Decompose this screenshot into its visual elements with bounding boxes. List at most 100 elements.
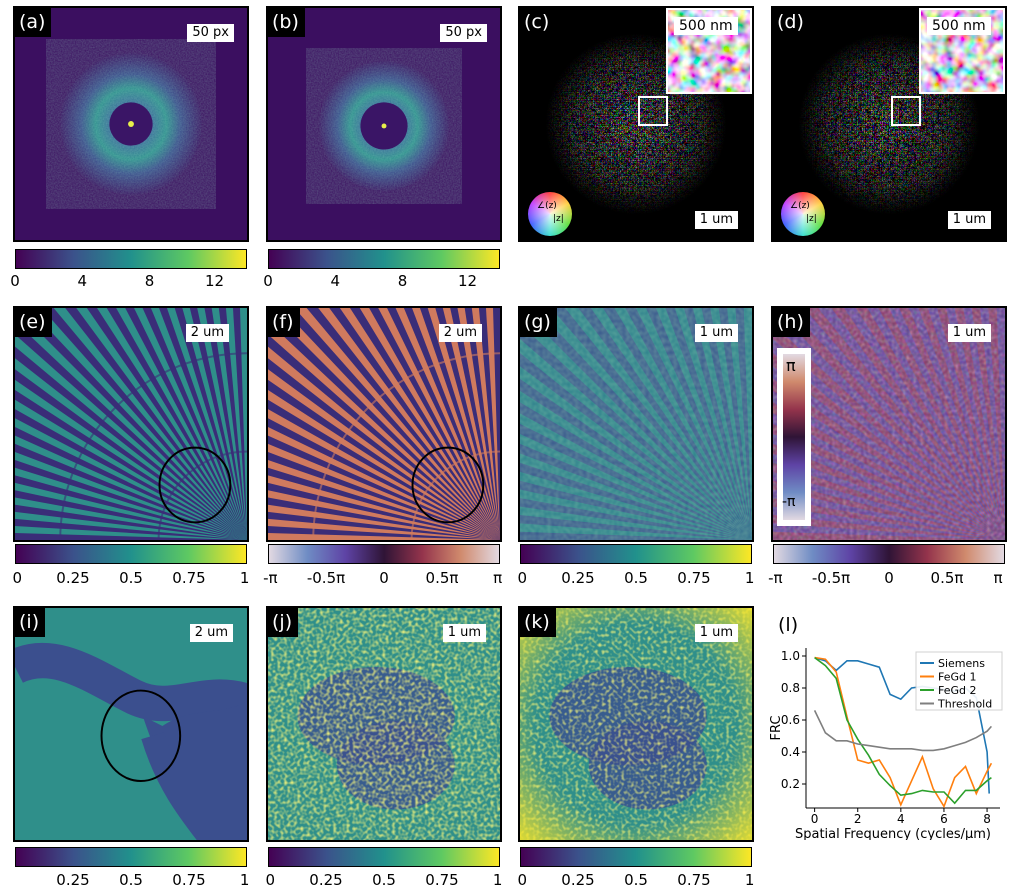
scale-bar: 50 px	[440, 24, 487, 42]
panel-label: (a)	[15, 8, 52, 37]
star-spoke	[15, 321, 247, 540]
star-spoke	[189, 308, 247, 540]
panel-label: (c)	[520, 8, 556, 37]
y-tick-label: 1.0	[781, 649, 800, 663]
panel-label: (j)	[268, 608, 299, 637]
colorbar-ticks-j: 0 0.25 0.5 0.75 1	[265, 871, 503, 889]
colorbar-e	[15, 544, 247, 564]
star-spoke	[268, 409, 500, 540]
tick: 0.75	[677, 871, 711, 889]
panel-label: (b)	[268, 8, 305, 37]
colorbar-ticks-b: 0 4 8 12	[263, 272, 500, 290]
star-spoke	[218, 308, 247, 540]
tick: 1	[744, 871, 755, 889]
wheel-angle-label: ∠(z)	[790, 201, 810, 211]
series-line-threshold	[813, 710, 992, 752]
diffraction-pattern-b	[268, 8, 500, 240]
panel-h: π -π (h) 1 um	[771, 306, 1007, 542]
tick: 1	[239, 569, 250, 587]
colorbar-k	[520, 847, 752, 867]
panel-label: (g)	[520, 308, 557, 337]
scale-bar: 50 px	[187, 24, 234, 42]
wheel-abs-label: |z|	[806, 214, 817, 224]
star-spoke	[15, 369, 247, 540]
colorbar-ticks-g: 0 0.25 0.5 0.75 1	[517, 569, 755, 587]
hsv-colorwheel-icon: ∠(z) |z|	[528, 192, 572, 236]
tick: 0.5π	[930, 569, 964, 587]
tick: 0.5	[119, 569, 143, 587]
tick: -0.5π	[811, 569, 851, 587]
tick: 0.5π	[425, 569, 459, 587]
tick: 0	[265, 871, 276, 889]
star-spoke	[86, 308, 247, 540]
star-spoke	[471, 308, 500, 540]
tick: 1	[744, 569, 755, 587]
inset-scale-bar: 500 nm	[674, 17, 738, 35]
scale-bar: 1 um	[947, 324, 991, 342]
panel-a: (a) 50 px	[13, 6, 249, 242]
siemens-star-amplitude	[15, 308, 247, 540]
phase-colorbar-vertical: π -π	[777, 348, 811, 526]
x-tick-label: 6	[940, 812, 948, 826]
y-tick-label: 0.2	[781, 777, 800, 791]
star-spoke	[232, 308, 247, 540]
star-spoke	[268, 346, 500, 540]
siemens-star-phase-reconstruction	[773, 308, 1005, 540]
panel-b: (b) 50 px	[266, 6, 502, 242]
tick: 0.75	[172, 569, 206, 587]
legend-entry: Threshold	[937, 698, 992, 711]
tick: 0	[10, 272, 20, 290]
panel-d: 500 nm (d) ∠(z) |z| 1 um	[771, 6, 1007, 242]
siemens-star-phase	[268, 308, 500, 540]
scale-bar: 2 um	[189, 624, 233, 642]
star-spoke	[318, 308, 500, 540]
tick: 0.75	[677, 569, 711, 587]
tick: 4	[330, 272, 341, 290]
colorbar-g	[520, 544, 752, 564]
panel-label: (d)	[773, 8, 810, 37]
tick: -π	[263, 569, 278, 587]
inset-scale-bar: 500 nm	[927, 17, 991, 35]
y-tick-label: 0.4	[781, 745, 800, 759]
x-tick-label: 8	[983, 812, 991, 826]
tick: 0	[517, 871, 528, 889]
panel-j: (j) 1 um	[266, 606, 502, 842]
tick: 0	[517, 569, 528, 587]
tick: 0.5	[624, 569, 648, 587]
colorbar-ticks-e: 0 0.25 0.5 0.75 1	[12, 569, 250, 587]
tick: 0.75	[425, 871, 459, 889]
vcbar-top-label: π	[786, 356, 796, 375]
star-spoke	[174, 308, 247, 540]
scale-bar: 1 um	[694, 624, 738, 642]
colorbar-ticks-i: 0.25 0.5 0.75 1	[15, 871, 249, 889]
star-spoke	[15, 443, 247, 540]
star-spoke	[442, 308, 500, 540]
star-spoke	[65, 308, 247, 540]
frc-chart: 0 2 4 6 8 0.2 0.4 0.6 0.8 1.0 Spatial Frequency (c…	[770, 648, 1003, 840]
legend-box	[915, 651, 1003, 711]
y-tick-label: 0.8	[781, 681, 800, 695]
star-spoke	[485, 308, 500, 540]
legend-entry: Siemens	[938, 657, 985, 670]
star-spoke	[427, 308, 500, 540]
colorbar-ticks-h: -π -0.5π 0 0.5π π	[768, 569, 1005, 587]
tick: 1	[492, 871, 503, 889]
star-spoke	[268, 427, 500, 540]
colorbar-a	[15, 249, 247, 269]
tick: 0.75	[172, 871, 206, 889]
scale-bar: 2 um	[438, 324, 482, 342]
tick: 0.5	[372, 871, 396, 889]
wheel-abs-label: |z|	[553, 214, 564, 224]
panel-l-label: (l)	[778, 614, 799, 636]
tick: 12	[204, 272, 225, 290]
tick: π	[493, 569, 503, 587]
siemens-star-amplitude-reconstruction	[520, 308, 752, 540]
colorbar-i	[15, 847, 247, 867]
tick: 0.25	[56, 569, 90, 587]
panel-label: (h)	[773, 308, 810, 337]
zoom-box	[891, 96, 921, 126]
tick: 0	[12, 569, 23, 587]
tick: 0.5	[119, 871, 143, 889]
colorbar-f	[268, 544, 500, 564]
tick: 12	[457, 272, 478, 290]
